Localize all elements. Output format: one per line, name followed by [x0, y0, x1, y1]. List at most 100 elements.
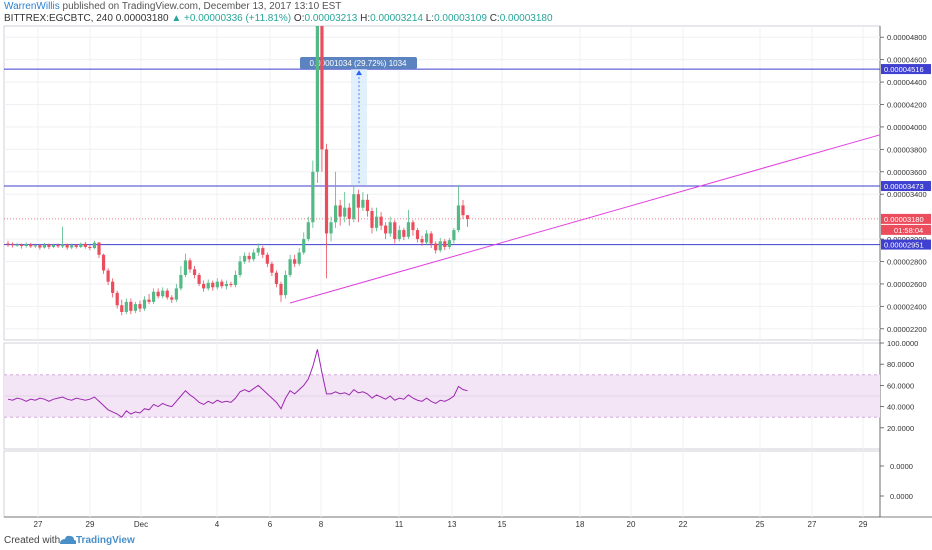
candle-body — [370, 211, 374, 228]
candle-body — [20, 244, 24, 247]
created-with-text: Created with — [4, 535, 61, 546]
candle-body — [374, 216, 379, 228]
candle-body — [402, 230, 406, 237]
candle-body — [352, 194, 356, 219]
candle-body — [24, 244, 28, 247]
candle-body — [270, 263, 274, 273]
candle-body — [51, 244, 56, 247]
tradingview-brand[interactable]: TradingView — [76, 535, 135, 546]
candle-body — [111, 281, 115, 293]
candle-body — [147, 299, 151, 302]
change-arrow-icon: ▲ — [171, 13, 182, 24]
chart-header: WarrenWillis published on TradingView.co… — [0, 0, 932, 26]
candle-body — [220, 281, 224, 287]
candle-body — [133, 304, 137, 311]
open-value: 0.00003213 — [304, 13, 358, 24]
candle-body — [456, 205, 461, 231]
candle-body — [202, 283, 206, 289]
price-pane — [3, 25, 881, 341]
time-tick-label: 29 — [859, 520, 868, 529]
candle-body — [388, 222, 392, 234]
candle-body — [274, 272, 279, 284]
candle-body — [393, 222, 397, 240]
candle-body — [174, 288, 178, 300]
close-value: 0.00003180 — [499, 13, 553, 24]
price-tick-label: 0.00004200 — [887, 101, 927, 110]
candle-body — [320, 26, 324, 150]
current-price-tag — [881, 213, 931, 224]
level-price-tag — [881, 239, 931, 250]
level-price-label: 0.00004516 — [884, 65, 924, 74]
measure-arrow-icon — [356, 70, 362, 76]
candle-body — [74, 245, 78, 247]
price-tick-label: 0.00004800 — [887, 33, 927, 42]
current-price-label: 0.00003180 — [884, 215, 924, 224]
candle-body — [429, 233, 433, 244]
candle-body — [265, 254, 269, 264]
rsi-tick-label: 80.0000 — [887, 360, 914, 369]
high-value: 0.00003214 — [370, 13, 423, 24]
candle-body — [465, 215, 470, 219]
candle-body — [238, 261, 242, 275]
rsi-tick-label: 20.0000 — [887, 424, 914, 433]
candle-body — [406, 222, 410, 237]
candle-body — [288, 259, 292, 275]
price-tick-label: 0.00003400 — [887, 190, 927, 199]
candle-body — [6, 243, 10, 245]
third-pane — [3, 450, 881, 518]
candle-body — [188, 260, 192, 270]
publish-line: WarrenWillis published on TradingView.co… — [4, 1, 341, 13]
candle-body — [306, 222, 310, 240]
candle-body — [229, 283, 233, 286]
candle-body — [106, 270, 110, 282]
candle-body — [415, 230, 420, 240]
level-price-label: 0.00002951 — [884, 241, 924, 250]
time-tick-label: 4 — [215, 520, 220, 529]
high-label: H: — [360, 13, 371, 24]
price-tick-label: 0.00003600 — [887, 168, 927, 177]
price-tick-label: 0.00002400 — [887, 302, 927, 311]
candle-body — [29, 244, 33, 247]
candle-body — [56, 244, 60, 247]
candle-body — [338, 205, 342, 217]
trend-line — [289, 134, 881, 304]
candle-body — [206, 282, 210, 289]
candle-body — [70, 245, 74, 248]
candle-body — [152, 291, 156, 302]
candle-body — [293, 259, 297, 264]
candle-body — [324, 149, 329, 234]
candle-body — [156, 291, 160, 297]
candle-body — [88, 246, 92, 249]
candle-body — [302, 239, 306, 253]
rsi-tick-label: 60.0000 — [887, 381, 914, 390]
candle-body — [256, 248, 260, 253]
candle-body — [452, 230, 456, 241]
third-tick-label: 0.0000 — [890, 492, 913, 501]
time-tick-label: 6 — [268, 520, 273, 529]
last-price: 0.00003180 — [115, 13, 169, 24]
author-link[interactable]: WarrenWillis — [4, 1, 60, 12]
candle-body — [297, 252, 301, 264]
candle-body — [334, 205, 338, 223]
time-tick-label: 8 — [319, 520, 324, 529]
time-tick-label: 29 — [86, 520, 95, 529]
time-tick-label: 20 — [627, 520, 636, 529]
candle-body — [343, 207, 347, 217]
price-tick-label: 0.00004000 — [887, 123, 927, 132]
candle-body — [192, 269, 197, 275]
candle-body — [252, 252, 256, 260]
time-tick-label: 18 — [576, 520, 585, 529]
time-tick-label: 27 — [34, 520, 43, 529]
candle-body — [420, 239, 424, 243]
candle-body — [142, 299, 147, 309]
time-tick-label: 25 — [756, 520, 765, 529]
countdown-label: 01:58:04 — [894, 226, 923, 235]
level-price-tag — [881, 181, 931, 192]
candle-body — [411, 222, 415, 231]
candle-body — [92, 242, 97, 249]
candle-body — [347, 207, 351, 219]
candle-body — [434, 243, 438, 251]
candle-body — [138, 304, 142, 309]
time-tick-label: 15 — [498, 520, 507, 529]
